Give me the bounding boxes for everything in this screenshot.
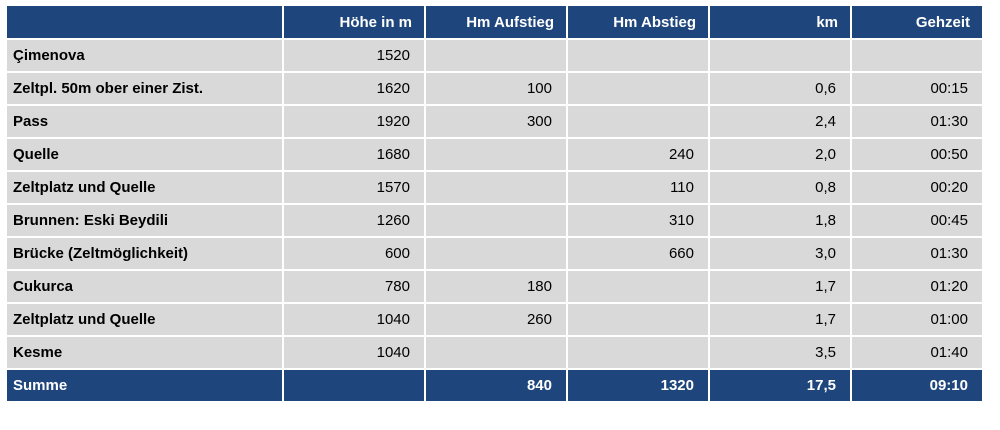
cell-gehzeit: 00:20	[852, 172, 982, 203]
table-row: Zeltplatz und Quelle 1040 260 1,7 01:00	[7, 304, 982, 335]
cell-location: Çimenova	[7, 40, 282, 71]
cell-location: Brunnen: Eski Beydili	[7, 205, 282, 236]
cell-abstieg	[568, 271, 708, 302]
table-row: Zeltpl. 50m ober einer Zist. 1620 100 0,…	[7, 73, 982, 104]
table-row: Kesme 1040 3,5 01:40	[7, 337, 982, 368]
summary-gehzeit: 09:10	[852, 370, 982, 401]
cell-aufstieg	[426, 139, 566, 170]
cell-abstieg: 660	[568, 238, 708, 269]
cell-km: 3,5	[710, 337, 850, 368]
cell-hoehe: 1570	[284, 172, 424, 203]
cell-km: 2,0	[710, 139, 850, 170]
cell-km: 3,0	[710, 238, 850, 269]
cell-km: 1,7	[710, 271, 850, 302]
cell-km: 1,8	[710, 205, 850, 236]
summary-km: 17,5	[710, 370, 850, 401]
cell-abstieg: 110	[568, 172, 708, 203]
cell-gehzeit: 01:30	[852, 238, 982, 269]
route-table: Höhe in m Hm Aufstieg Hm Abstieg km Gehz…	[5, 4, 984, 403]
cell-gehzeit: 01:30	[852, 106, 982, 137]
cell-hoehe: 1680	[284, 139, 424, 170]
table-row: Brunnen: Eski Beydili 1260 310 1,8 00:45	[7, 205, 982, 236]
cell-aufstieg	[426, 238, 566, 269]
header-abstieg: Hm Abstieg	[568, 6, 708, 38]
cell-abstieg	[568, 40, 708, 71]
summary-label: Summe	[7, 370, 282, 401]
table-row: Pass 1920 300 2,4 01:30	[7, 106, 982, 137]
cell-hoehe: 1260	[284, 205, 424, 236]
cell-abstieg	[568, 337, 708, 368]
cell-aufstieg: 180	[426, 271, 566, 302]
cell-aufstieg	[426, 172, 566, 203]
cell-gehzeit: 01:40	[852, 337, 982, 368]
cell-abstieg	[568, 73, 708, 104]
cell-abstieg: 310	[568, 205, 708, 236]
cell-km: 1,7	[710, 304, 850, 335]
cell-km: 0,6	[710, 73, 850, 104]
cell-gehzeit: 00:45	[852, 205, 982, 236]
header-km: km	[710, 6, 850, 38]
table-row: Quelle 1680 240 2,0 00:50	[7, 139, 982, 170]
cell-hoehe: 1620	[284, 73, 424, 104]
cell-hoehe: 1040	[284, 304, 424, 335]
cell-gehzeit: 00:15	[852, 73, 982, 104]
cell-gehzeit: 00:50	[852, 139, 982, 170]
summary-aufstieg: 840	[426, 370, 566, 401]
cell-aufstieg: 100	[426, 73, 566, 104]
cell-aufstieg: 260	[426, 304, 566, 335]
header-aufstieg: Hm Aufstieg	[426, 6, 566, 38]
cell-gehzeit	[852, 40, 982, 71]
cell-hoehe: 600	[284, 238, 424, 269]
cell-location: Kesme	[7, 337, 282, 368]
header-gehzeit: Gehzeit	[852, 6, 982, 38]
cell-km: 0,8	[710, 172, 850, 203]
cell-location: Zeltplatz und Quelle	[7, 172, 282, 203]
summary-row: Summe 840 1320 17,5 09:10	[7, 370, 982, 401]
cell-hoehe: 1520	[284, 40, 424, 71]
cell-aufstieg	[426, 337, 566, 368]
cell-km	[710, 40, 850, 71]
table-row: Çimenova 1520	[7, 40, 982, 71]
cell-hoehe: 1040	[284, 337, 424, 368]
table-row: Zeltplatz und Quelle 1570 110 0,8 00:20	[7, 172, 982, 203]
cell-location: Zeltplatz und Quelle	[7, 304, 282, 335]
header-location	[7, 6, 282, 38]
cell-location: Brücke (Zeltmöglichkeit)	[7, 238, 282, 269]
cell-aufstieg	[426, 40, 566, 71]
table-row: Cukurca 780 180 1,7 01:20	[7, 271, 982, 302]
summary-abstieg: 1320	[568, 370, 708, 401]
cell-location: Cukurca	[7, 271, 282, 302]
cell-abstieg	[568, 304, 708, 335]
cell-location: Quelle	[7, 139, 282, 170]
cell-aufstieg: 300	[426, 106, 566, 137]
cell-hoehe: 1920	[284, 106, 424, 137]
cell-location: Pass	[7, 106, 282, 137]
cell-hoehe: 780	[284, 271, 424, 302]
cell-gehzeit: 01:00	[852, 304, 982, 335]
header-hoehe: Höhe in m	[284, 6, 424, 38]
cell-gehzeit: 01:20	[852, 271, 982, 302]
cell-abstieg	[568, 106, 708, 137]
header-row: Höhe in m Hm Aufstieg Hm Abstieg km Gehz…	[7, 6, 982, 38]
cell-location: Zeltpl. 50m ober einer Zist.	[7, 73, 282, 104]
cell-aufstieg	[426, 205, 566, 236]
cell-km: 2,4	[710, 106, 850, 137]
summary-hoehe	[284, 370, 424, 401]
table-row: Brücke (Zeltmöglichkeit) 600 660 3,0 01:…	[7, 238, 982, 269]
cell-abstieg: 240	[568, 139, 708, 170]
